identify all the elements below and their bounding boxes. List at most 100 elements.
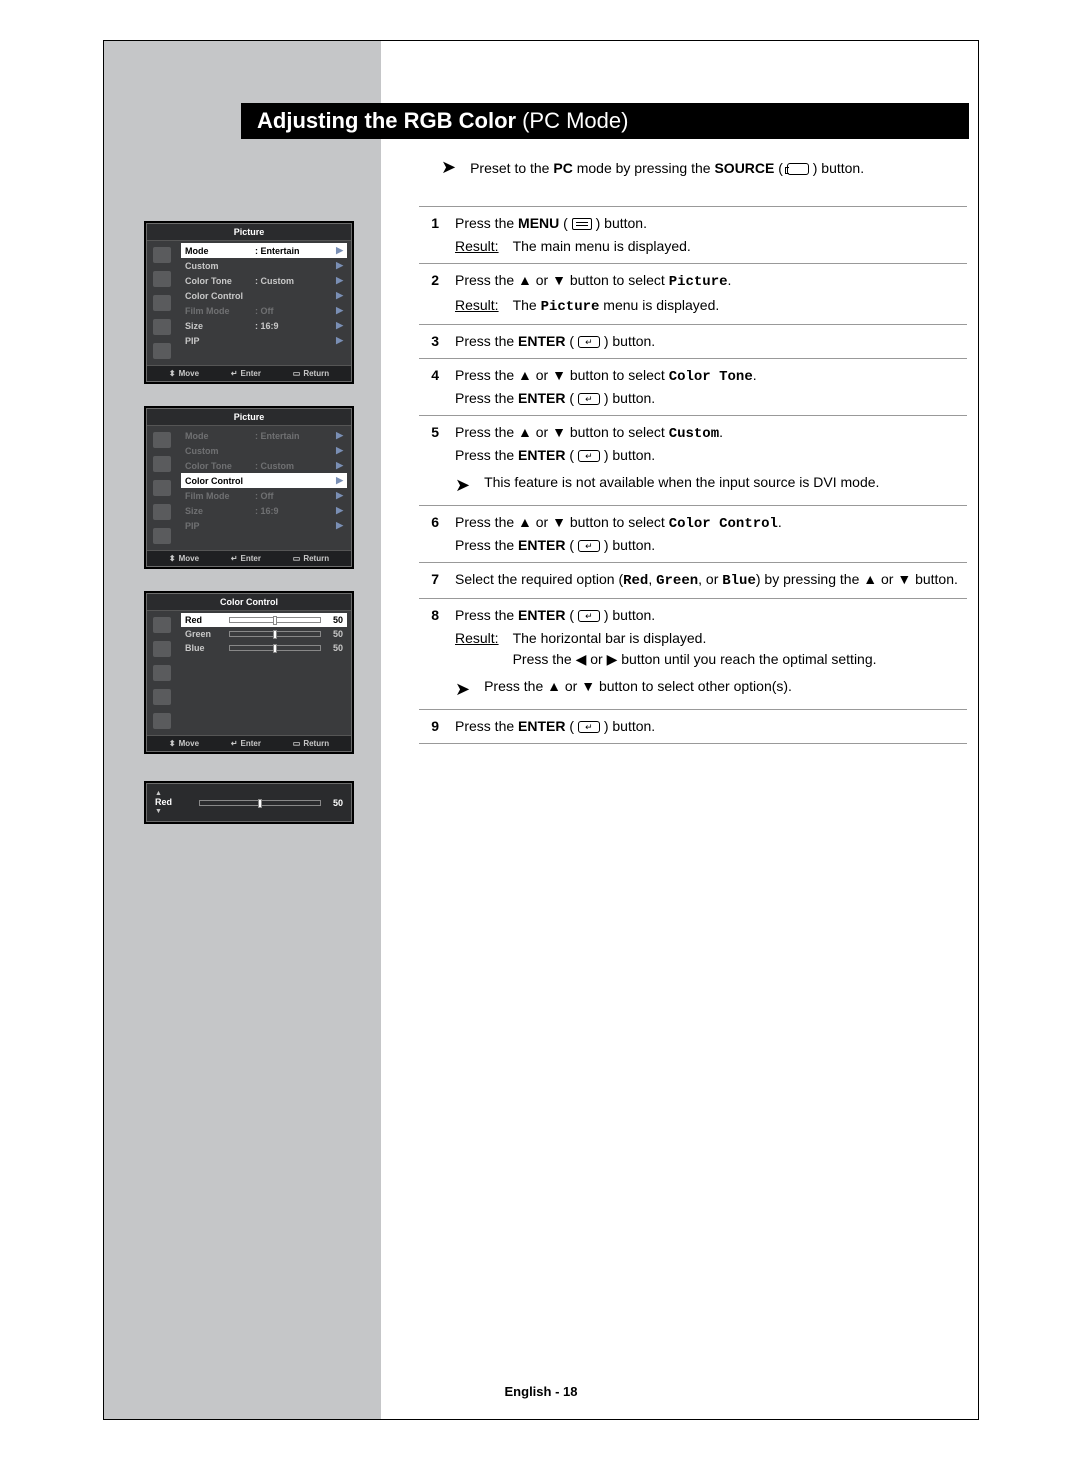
osd-slider-row: Green50 [181,627,347,641]
osd-cat-icon [153,295,171,311]
step-number: 9 [419,716,439,737]
step-body: Press the ▲ or ▼ button to select Pictur… [455,270,967,318]
osd-enter: ↵ Enter [231,554,261,563]
slider-thumb [273,644,277,653]
step-number: 3 [419,331,439,352]
preset-note: ➤ Preset to the PC mode by pressing the … [441,157,864,178]
osd-icon-strip [147,426,177,550]
osd-title: Picture [147,409,351,426]
slider-track [229,631,321,637]
step-body: Press the ▲ or ▼ button to select Custom… [455,422,967,499]
osd-title: Picture [147,224,351,241]
osd-menu-item: Color Tone: Custom▶ [181,458,347,473]
osd-title: Color Control [147,594,351,611]
osd-return: ▭ Return [293,369,329,378]
slider-track [229,617,321,623]
osd-menu-item: Film Mode: Off▶ [181,303,347,318]
manual-page: Adjusting the RGB Color (PC Mode) ➤ Pres… [103,40,979,1420]
step-body: Press the ENTER ( ↵ ) button. [455,331,967,352]
osd-menu-item: Size: 16:9▶ [181,318,347,333]
preset-text: Preset to the PC mode by pressing the SO… [470,160,864,176]
step-row: 6 Press the ▲ or ▼ button to select Color… [419,505,967,562]
osd-move: ⬍ Move [169,554,199,563]
title-main: Adjusting the RGB Color [257,108,516,134]
step-row: 9 Press the ENTER ( ↵ ) button. [419,709,967,743]
slider-value: 50 [325,798,343,808]
arrow-icon: ➤ [441,157,456,178]
slider-track [229,645,321,651]
osd-menu-item: Color Control▶ [181,288,347,303]
step-row: 2 Press the ▲ or ▼ button to select Pictu… [419,263,967,324]
down-triangle-icon: ▼ [155,808,162,816]
osd-cat-icon [153,641,171,657]
osd-return: ▭ Return [293,554,329,563]
osd-slider-row: Blue50 [181,641,347,655]
instruction-steps: 1 Press the MENU ( ) button.Result:The ma… [419,206,967,744]
osd-color-control: Color Control Red50Green50Blue50 ⬍ Move … [144,591,354,754]
step-number: 6 [419,512,439,556]
title-sub: (PC Mode) [522,108,628,134]
osd-cat-icon [153,713,171,729]
step-body: Press the ▲ or ▼ button to select Color … [455,512,967,556]
osd-menu-item: PIP▶ [181,518,347,533]
osd-footer: ⬍ Move ↵ Enter ▭ Return [147,550,351,566]
osd-cat-icon [153,271,171,287]
osd-icon-strip [147,611,177,735]
slider-thumb [258,799,262,808]
osd-cat-icon [153,528,171,544]
osd-cat-icon [153,504,171,520]
step-row: 8Press the ENTER ( ↵ ) button.Result:The… [419,598,967,709]
step-row: 4 Press the ▲ or ▼ button to select Color… [419,358,967,415]
step-number: 1 [419,213,439,257]
osd-return: ▭ Return [293,739,329,748]
osd-cat-icon [153,480,171,496]
osd-rows: Mode: Entertain▶Custom▶Color Tone: Custo… [177,241,351,365]
osd-cat-icon [153,319,171,335]
step-row: 3 Press the ENTER ( ↵ ) button. [419,324,967,358]
osd-menu-item: PIP▶ [181,333,347,348]
osd-menu-item: Mode: Entertain▶ [181,243,347,258]
osd-menu-item: Custom▶ [181,443,347,458]
osd-footer: ⬍ Move ↵ Enter ▭ Return [147,735,351,751]
osd-menu-item: Film Mode: Off▶ [181,488,347,503]
osd-picture-2: Picture Mode: Entertain▶Custom▶Color Ton… [144,406,354,569]
osd-icon-strip [147,241,177,365]
osd-enter: ↵ Enter [231,369,261,378]
osd-cat-icon [153,343,171,359]
osd-move: ⬍ Move [169,739,199,748]
step-body: Press the MENU ( ) button.Result:The mai… [455,213,967,257]
osd-cat-icon [153,456,171,472]
step-number: 7 [419,569,439,592]
slider-thumb [273,630,277,639]
osd-rows: Mode: Entertain▶Custom▶Color Tone: Custo… [177,426,351,550]
osd-move: ⬍ Move [169,369,199,378]
osd-menu-item: Mode: Entertain▶ [181,428,347,443]
step-row: 7 Select the required option (Red, Green,… [419,562,967,598]
step-body: Select the required option (Red, Green, … [455,569,967,592]
osd-slider-detail: ▲ Red ▼ 50 [144,781,354,824]
osd-cat-icon [153,432,171,448]
step-number: 2 [419,270,439,318]
osd-cat-icon [153,617,171,633]
osd-menu-item: Size: 16:9▶ [181,503,347,518]
step-number: 5 [419,422,439,499]
slider-thumb [273,616,277,625]
osd-menu-item: Custom▶ [181,258,347,273]
osd-menu-item: Color Control▶ [181,473,347,488]
step-number: 4 [419,365,439,409]
page-title: Adjusting the RGB Color (PC Mode) [241,103,969,139]
step-row: 1 Press the MENU ( ) button.Result:The ma… [419,206,967,263]
step-body: Press the ENTER ( ↵ ) button.Result:The … [455,605,967,703]
step-number: 8 [419,605,439,703]
step-body: Press the ENTER ( ↵ ) button. [455,716,967,737]
osd-enter: ↵ Enter [231,739,261,748]
step-body: Press the ▲ or ▼ button to select Color … [455,365,967,409]
source-icon [787,163,809,175]
step-row: 5Press the ▲ or ▼ button to select Custo… [419,415,967,505]
osd-cat-icon [153,689,171,705]
osd-rows: Red50Green50Blue50 [177,611,351,735]
osd-picture-1: Picture Mode: Entertain▶Custom▶Color Ton… [144,221,354,384]
osd-menu-item: Color Tone: Custom▶ [181,273,347,288]
slider-track [199,800,321,806]
page-footer: English - 18 [104,1384,978,1399]
